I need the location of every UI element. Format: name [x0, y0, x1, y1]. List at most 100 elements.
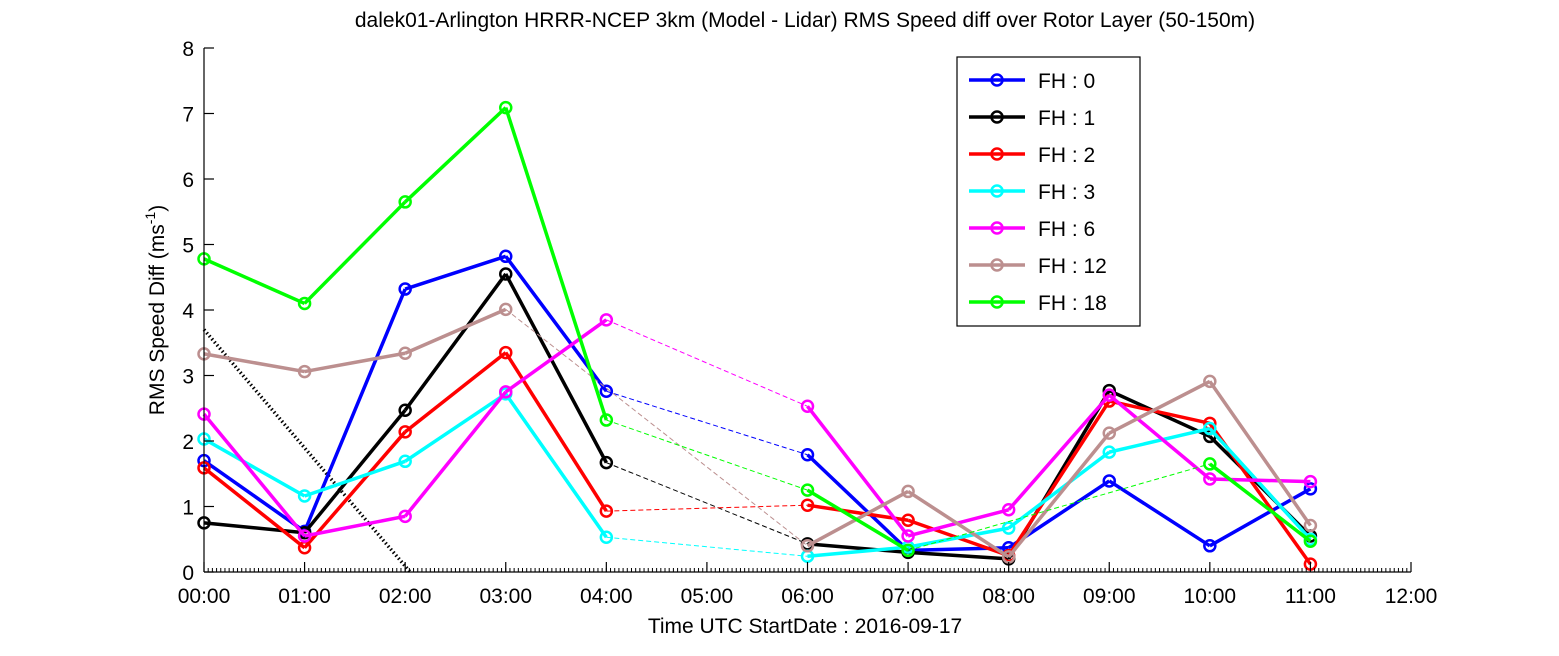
data-point — [398, 282, 412, 296]
series-3 — [197, 387, 1318, 564]
data-point — [901, 543, 915, 558]
series-segment — [907, 489, 1010, 559]
series-segment — [504, 392, 608, 539]
series-segment — [403, 390, 508, 518]
legend-label: FH : 3 — [1038, 181, 1095, 204]
legend-entry: FH : 2 — [969, 144, 1095, 167]
x-tick-label: 03:00 — [479, 585, 532, 608]
data-point — [398, 425, 412, 439]
data-point — [398, 346, 412, 360]
data-point — [499, 345, 513, 360]
series-segment — [303, 430, 407, 549]
y-axis-label-close: ) — [146, 205, 169, 212]
series-segment — [606, 536, 808, 557]
x-tick-label: 01:00 — [278, 585, 331, 608]
series-segment — [504, 107, 608, 421]
series-segment — [404, 351, 507, 434]
data-point — [297, 364, 312, 379]
data-point — [1001, 521, 1016, 535]
data-point — [599, 504, 614, 518]
legend-entry: FH : 6 — [969, 218, 1095, 241]
data-point — [499, 302, 513, 317]
x-tick-label: 04:00 — [580, 585, 633, 608]
series-segment — [1108, 426, 1211, 454]
data-point — [599, 384, 614, 398]
series-segment — [907, 526, 1009, 549]
data-point — [1102, 474, 1116, 488]
legend-entry: FH : 1 — [969, 107, 1095, 130]
y-axis-label: RMS Speed Diff (ms-1) — [142, 205, 169, 415]
legend-swatch-marker — [990, 184, 1004, 198]
legend-label: FH : 2 — [1038, 144, 1095, 167]
reference-dotted-line — [202, 328, 412, 574]
data-point — [398, 509, 412, 524]
data-point — [1303, 474, 1318, 489]
data-point — [800, 483, 815, 497]
series-segment — [504, 318, 608, 394]
data-point — [800, 498, 815, 512]
x-tick-label: 00:00 — [178, 585, 231, 608]
series-6 — [197, 100, 1318, 558]
series-segment — [404, 392, 507, 463]
x-tick-labels: 00:00 01:00 02:00 03:00 04:00 05:00 06:00 07:00… — [178, 585, 1438, 608]
series-segment — [303, 200, 407, 305]
reference-line-layer — [202, 328, 412, 574]
series-segment — [304, 514, 406, 538]
data-point — [1303, 518, 1318, 533]
series-segment — [1108, 399, 1211, 426]
series-segment — [606, 319, 808, 407]
series-segment — [202, 459, 306, 533]
data-point — [599, 530, 614, 545]
legend-entry: FH : 3 — [969, 181, 1095, 204]
data-point — [1102, 388, 1116, 402]
legend-swatch-marker — [990, 147, 1004, 161]
data-point — [1203, 421, 1217, 436]
legend-entry: FH : 18 — [969, 292, 1107, 315]
data-point — [499, 249, 513, 264]
series-segment — [806, 488, 909, 552]
data-point — [1303, 482, 1318, 496]
series-segment — [1208, 427, 1312, 541]
data-point — [1203, 457, 1217, 471]
data-point — [499, 100, 513, 115]
y-axis-label-main: RMS Speed Diff (ms — [146, 224, 169, 415]
series-segment — [907, 550, 1009, 561]
legend-swatch-marker — [990, 295, 1004, 309]
legend-swatch-marker — [990, 258, 1004, 272]
legend-label: FH : 1 — [1038, 107, 1095, 130]
series-segment — [907, 463, 1210, 551]
series-segment — [203, 521, 305, 535]
series-segment — [606, 419, 808, 491]
data-point — [499, 385, 513, 399]
legend: FH : 0 FH : 1 FH : 2 FH : 3 FH : 6 FH : 12 FH … — [956, 56, 1141, 327]
y-tick-label: 0 — [182, 562, 194, 585]
series-segment — [203, 352, 305, 374]
series-segment — [403, 106, 507, 204]
series-segment — [1208, 462, 1312, 543]
x-tick-label: 12:00 — [1385, 585, 1438, 608]
series-segment — [606, 390, 808, 456]
y-tick-label: 8 — [182, 38, 194, 61]
series-segment — [1209, 477, 1311, 484]
series-segment — [806, 453, 910, 552]
data-point — [297, 489, 312, 503]
series-segment — [302, 288, 407, 533]
data-point — [1102, 426, 1116, 440]
x-tick-label: 06:00 — [781, 585, 834, 608]
legend-label: FH : 0 — [1038, 70, 1095, 93]
y-tick-label: 1 — [182, 497, 194, 520]
x-tick-label: 05:00 — [681, 585, 734, 608]
y-tick-labels: 0 1 2 3 4 5 6 7 8 — [182, 38, 194, 585]
legend-label: FH : 12 — [1038, 255, 1107, 278]
data-point — [1203, 374, 1217, 389]
series-segment — [606, 504, 808, 512]
y-axis-label-superscript: -1 — [142, 212, 158, 225]
series-segment — [1108, 379, 1211, 435]
series-0 — [197, 249, 1318, 558]
series-segment — [806, 405, 910, 538]
series-segment — [1007, 432, 1111, 559]
y-tick-label: 3 — [182, 366, 194, 389]
x-tick-label: 09:00 — [1083, 585, 1136, 608]
series-segment — [1208, 487, 1312, 548]
